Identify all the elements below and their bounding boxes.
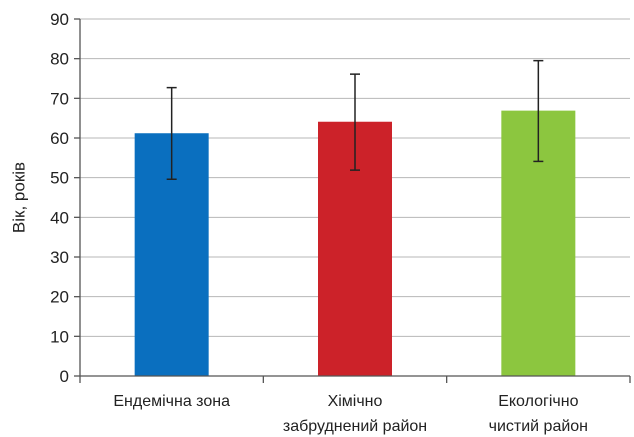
- y-tick-label: 90: [50, 10, 69, 29]
- x-category-label-line: Ендемічна зона: [113, 393, 230, 410]
- y-axis-title: Вік, років: [9, 162, 28, 233]
- x-category-label-line: забруднений район: [283, 418, 427, 435]
- y-tick-label: 20: [50, 288, 69, 307]
- y-tick-label: 60: [50, 129, 69, 148]
- error-bars: [166, 59, 544, 181]
- axes: [74, 18, 631, 383]
- error-bar: [166, 86, 177, 181]
- y-tick-label: 50: [50, 169, 69, 188]
- x-category-label: Ендемічна зона: [113, 393, 230, 410]
- x-category-labels: Ендемічна зона Хімічно забруднений район Ек…: [113, 393, 588, 435]
- y-tick-label: 40: [50, 208, 69, 227]
- x-category-label-line: Хімічно: [328, 393, 383, 410]
- y-tick-label: 70: [50, 89, 69, 108]
- x-category-label: Хімічно забруднений район: [283, 393, 427, 435]
- y-tick-labels: 0 10 20 30 40 50 60 70 80 90: [50, 10, 69, 386]
- y-tick-label: 10: [50, 327, 69, 346]
- error-bar: [533, 59, 544, 163]
- x-category-label-line: Екологічно: [498, 393, 578, 410]
- y-tick-label: 30: [50, 248, 69, 267]
- error-bar: [350, 73, 360, 171]
- y-tick-label: 80: [50, 50, 69, 69]
- y-tick-label: 0: [60, 367, 69, 386]
- x-category-label: Екологічно чистий район: [489, 393, 588, 435]
- x-category-label-line: чистий район: [489, 418, 588, 435]
